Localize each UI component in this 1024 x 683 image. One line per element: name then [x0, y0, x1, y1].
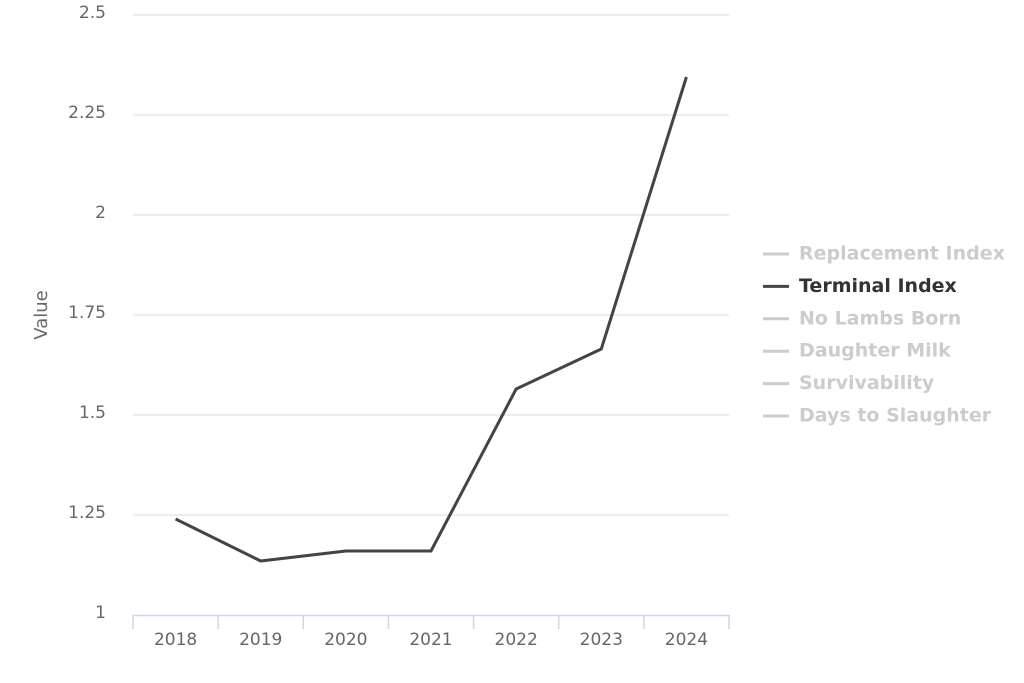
legend-label[interactable]: Daughter Milk: [799, 340, 951, 362]
x-tick-label: 2019: [239, 630, 282, 650]
y-tick-label: 1.75: [68, 303, 106, 323]
legend-label[interactable]: Terminal Index: [799, 275, 957, 297]
legend-label[interactable]: No Lambs Born: [799, 307, 961, 329]
x-tick-label: 2020: [324, 630, 367, 650]
legend-label[interactable]: Replacement Index: [799, 243, 1005, 265]
legend-label[interactable]: Survivability: [799, 372, 935, 394]
y-tick-label: 1.5: [79, 403, 106, 423]
y-tick-label: 1: [95, 603, 106, 623]
y-tick-label: 2: [95, 203, 106, 223]
x-tick-label: 2023: [580, 630, 623, 650]
x-tick-label: 2022: [495, 630, 538, 650]
x-tick-label: 2021: [409, 630, 452, 650]
y-axis-label: Value: [31, 290, 52, 339]
legend-label[interactable]: Days to Slaughter: [799, 405, 992, 427]
x-tick-label: 2024: [665, 630, 708, 650]
y-tick-label: 1.25: [68, 503, 106, 523]
series-line: [174, 76, 688, 563]
y-tick-label: 2.25: [68, 103, 106, 123]
x-tick-label: 2018: [154, 630, 197, 650]
y-tick-label: 2.5: [79, 3, 106, 23]
